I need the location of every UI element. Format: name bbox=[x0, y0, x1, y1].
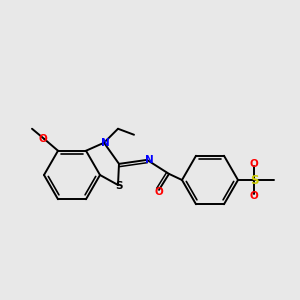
Text: N: N bbox=[145, 155, 153, 165]
Text: O: O bbox=[250, 159, 258, 169]
Text: S: S bbox=[250, 175, 258, 188]
Text: N: N bbox=[100, 138, 109, 148]
Text: O: O bbox=[250, 191, 258, 201]
Text: O: O bbox=[154, 187, 164, 197]
Text: S: S bbox=[115, 181, 123, 191]
Text: O: O bbox=[39, 134, 47, 144]
